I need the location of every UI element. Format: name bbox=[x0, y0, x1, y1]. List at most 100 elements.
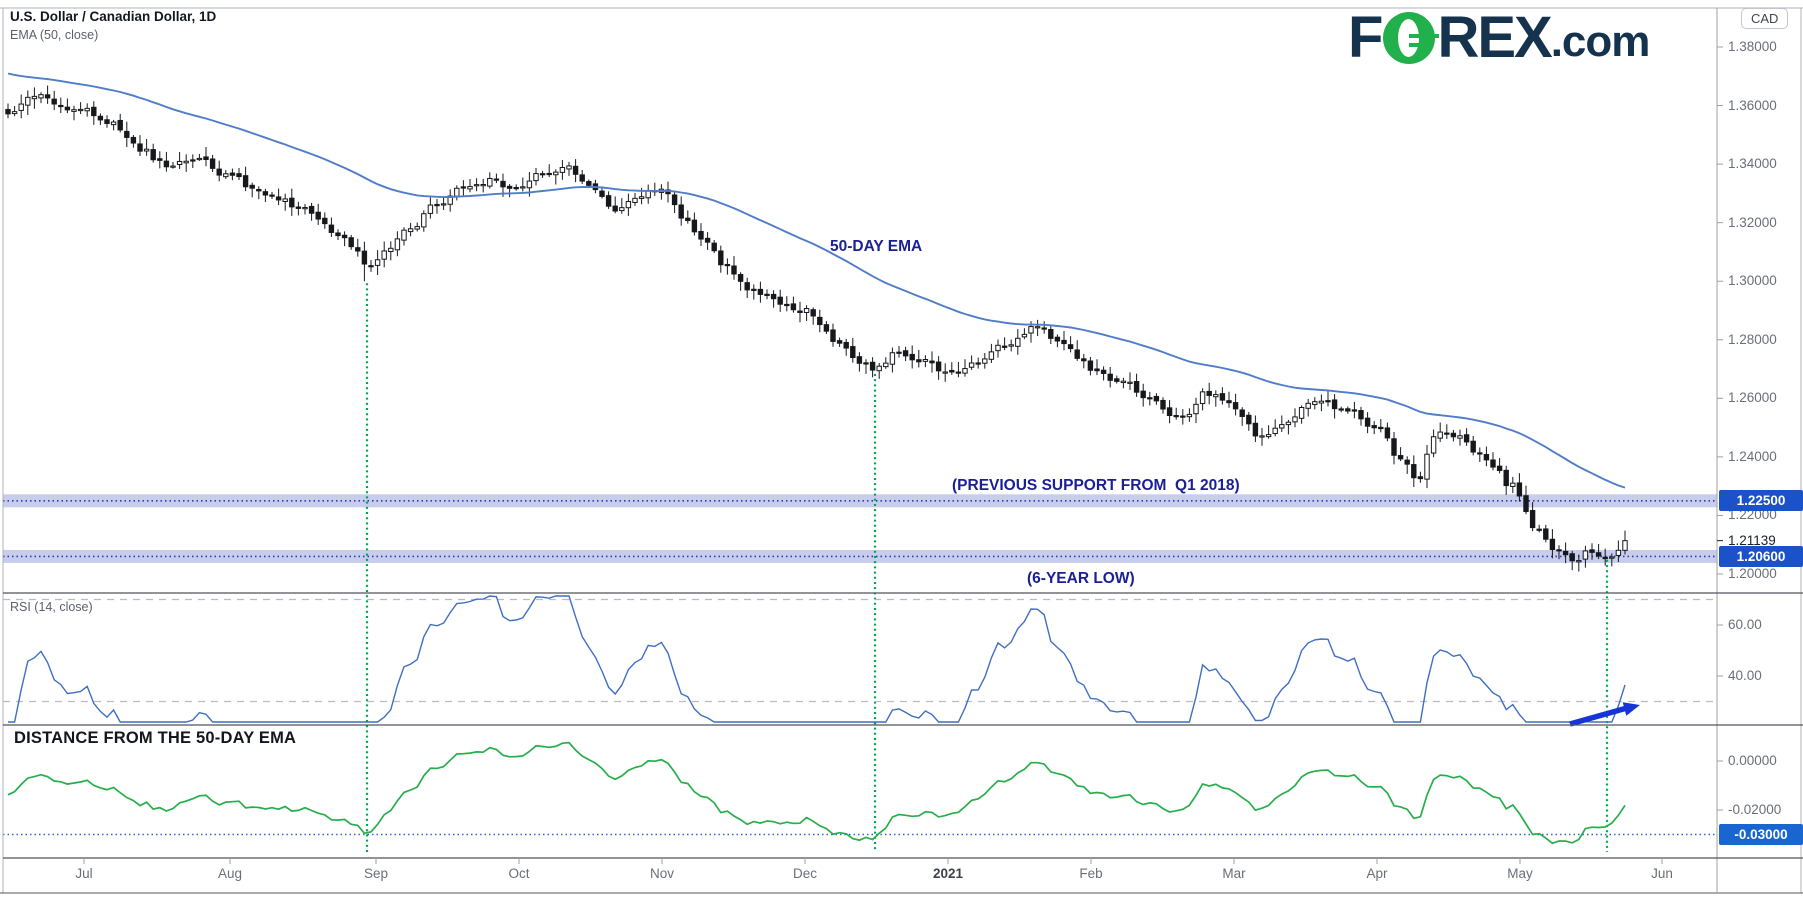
candle-body bbox=[876, 365, 882, 372]
candle-body bbox=[1160, 399, 1166, 410]
candle-body bbox=[1602, 556, 1608, 560]
candle-body bbox=[71, 109, 77, 112]
price-axis-label[interactable]: 1.36000 bbox=[1728, 97, 1777, 113]
rsi-axis-label[interactable]: 60.00 bbox=[1728, 617, 1762, 632]
candle-body bbox=[1120, 380, 1127, 384]
candle-body bbox=[1457, 435, 1463, 439]
rsi-pane-label[interactable]: RSI (14, close) bbox=[10, 600, 93, 614]
candle-body bbox=[282, 198, 288, 203]
candle-body bbox=[988, 351, 995, 360]
candle-body bbox=[671, 194, 678, 206]
time-axis-label[interactable]: Aug bbox=[217, 866, 243, 881]
candle-body bbox=[1015, 337, 1021, 347]
candle-body bbox=[803, 308, 810, 313]
candle-body bbox=[348, 237, 354, 248]
candle-body bbox=[718, 250, 724, 266]
candle-body bbox=[922, 358, 929, 362]
minus3-level-badge[interactable]: -0.03000 bbox=[1719, 824, 1803, 845]
distance-axis-label[interactable]: -0.02000 bbox=[1728, 802, 1782, 817]
time-axis-label[interactable]: Jun bbox=[1651, 866, 1673, 881]
support-level-badge[interactable]: 1.22500 bbox=[1719, 490, 1803, 512]
candle-body bbox=[625, 200, 632, 209]
candle-body bbox=[388, 247, 394, 253]
candle-body bbox=[381, 250, 387, 260]
time-axis-label[interactable]: Jul bbox=[75, 866, 93, 881]
logo-text-rex: REX bbox=[1437, 5, 1552, 70]
price-axis-label[interactable]: 1.22000 bbox=[1728, 507, 1777, 523]
candle-body bbox=[1133, 381, 1140, 393]
candle-body bbox=[1279, 424, 1285, 429]
candle-body bbox=[1087, 360, 1094, 371]
candle-body bbox=[632, 197, 638, 203]
candle-body bbox=[1510, 482, 1516, 487]
candle-body bbox=[1048, 329, 1054, 339]
candle-body bbox=[810, 309, 816, 317]
price-axis-label[interactable]: 1.24000 bbox=[1728, 448, 1777, 464]
ema-legend-label[interactable]: EMA (50, close) bbox=[10, 28, 99, 42]
candle-body bbox=[97, 115, 104, 121]
candle-body bbox=[170, 165, 176, 168]
support-level-badge[interactable]: 1.20600 bbox=[1719, 545, 1803, 567]
time-axis-label[interactable]: Nov bbox=[649, 866, 675, 881]
candle-body bbox=[51, 98, 57, 105]
candle-body bbox=[473, 184, 480, 187]
price-axis-label[interactable]: 1.20000 bbox=[1728, 566, 1777, 581]
price-axis-label[interactable]: 1.30000 bbox=[1728, 273, 1777, 289]
candle-body bbox=[31, 95, 38, 100]
time-axis-label[interactable]: Dec bbox=[792, 866, 818, 881]
candle-body bbox=[1153, 395, 1160, 402]
candle-body bbox=[157, 158, 163, 161]
candle-body bbox=[572, 165, 579, 175]
price-axis-label[interactable]: 1.34000 bbox=[1728, 156, 1777, 172]
price-axis-label[interactable]: 1.26000 bbox=[1728, 390, 1777, 406]
symbol-title[interactable]: U.S. Dollar / Canadian Dollar, 1D bbox=[10, 9, 217, 24]
forex-logo: F REX .com bbox=[1348, 5, 1650, 70]
candle-body bbox=[1305, 402, 1311, 409]
candle-body bbox=[335, 232, 341, 237]
candle-body bbox=[1595, 552, 1602, 557]
time-axis-label[interactable]: Apr bbox=[1366, 866, 1388, 881]
candle-body bbox=[44, 94, 51, 99]
candle-body bbox=[355, 247, 361, 252]
candle-body bbox=[830, 329, 836, 342]
candle-body bbox=[1312, 401, 1318, 405]
candle-body bbox=[295, 206, 302, 209]
candle-body bbox=[467, 186, 473, 190]
time-axis-label[interactable]: Sep bbox=[363, 866, 389, 881]
time-axis-label[interactable]: 2021 bbox=[932, 866, 964, 881]
time-axis-label[interactable]: Oct bbox=[508, 866, 530, 881]
candle-body bbox=[1543, 528, 1549, 540]
support-band bbox=[3, 494, 1717, 508]
price-axis-label[interactable]: 1.32000 bbox=[1728, 214, 1777, 230]
candle-body bbox=[1470, 440, 1476, 453]
candle-body bbox=[1404, 459, 1410, 465]
candle-body bbox=[262, 191, 269, 196]
candle-body bbox=[856, 356, 863, 364]
candle-body bbox=[777, 296, 783, 305]
candle-body bbox=[454, 187, 460, 197]
rsi-axis-label[interactable]: 40.00 bbox=[1728, 668, 1762, 683]
candle-body bbox=[685, 217, 691, 222]
candle-body bbox=[737, 274, 744, 282]
price-axis-label[interactable]: 1.38000 bbox=[1728, 39, 1777, 54]
candle-body bbox=[1259, 435, 1265, 438]
distance-line bbox=[7, 741, 1626, 845]
candle-body bbox=[1265, 434, 1272, 438]
time-axis-label[interactable]: May bbox=[1507, 866, 1533, 881]
candle-body bbox=[104, 119, 110, 124]
candle-body bbox=[124, 130, 130, 138]
time-axis-label[interactable]: Mar bbox=[1222, 866, 1246, 881]
distance-axis-label[interactable]: 0.00000 bbox=[1728, 753, 1777, 768]
candle-body bbox=[176, 160, 183, 165]
time-axis-label[interactable]: Feb bbox=[1079, 866, 1103, 881]
candle-body bbox=[1582, 550, 1589, 560]
currency-axis-badge[interactable]: CAD bbox=[1741, 8, 1789, 29]
candle-body bbox=[328, 224, 335, 233]
last-price-label[interactable]: 1.21139 bbox=[1728, 532, 1776, 548]
candle-body bbox=[1503, 469, 1509, 487]
candle-body bbox=[216, 168, 222, 176]
candle-body bbox=[1444, 432, 1450, 435]
price-axis-label[interactable]: 1.28000 bbox=[1728, 331, 1777, 347]
candle-body bbox=[579, 174, 585, 182]
